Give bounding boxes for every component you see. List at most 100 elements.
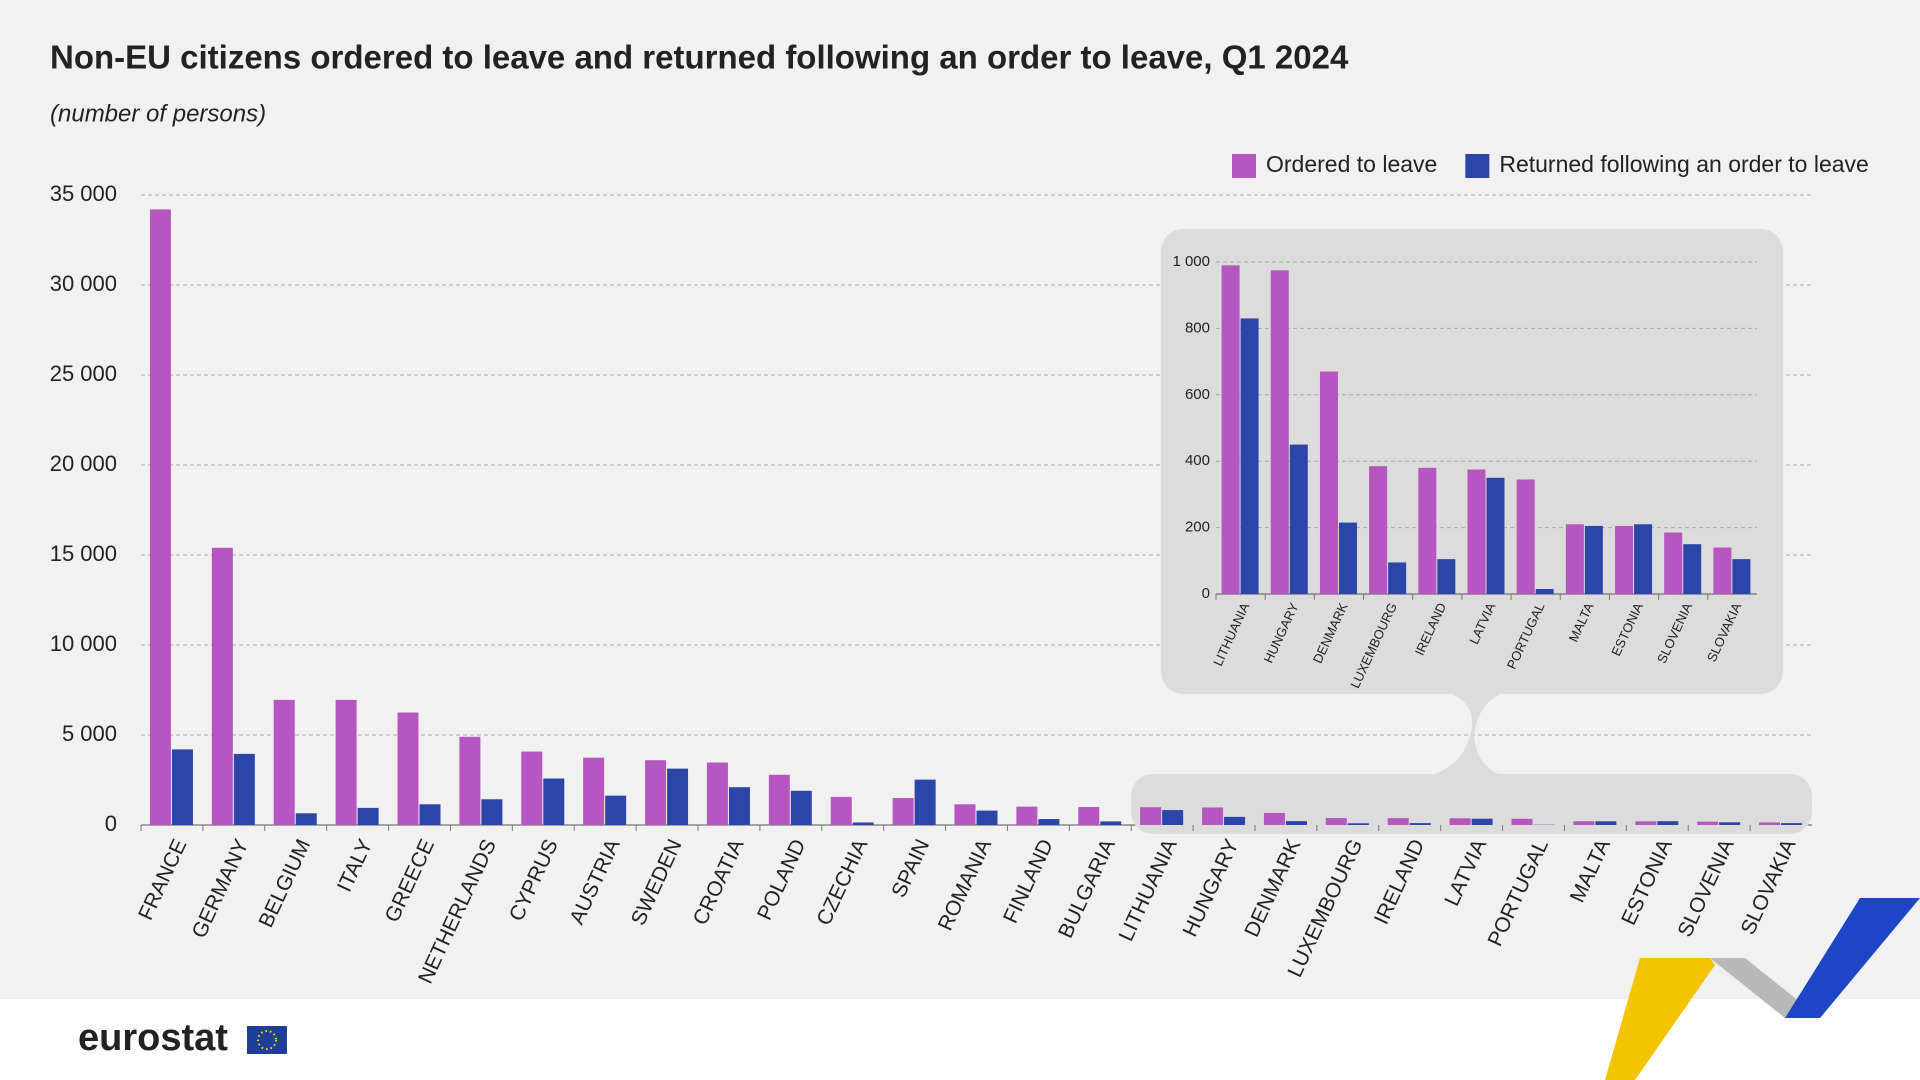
callout-base: [1131, 774, 1812, 834]
chart-title: Non-EU citizens ordered to leave and ret…: [50, 39, 1349, 76]
bar: [1511, 818, 1533, 825]
bar: [1038, 819, 1060, 825]
y-tick-label: 800: [1185, 319, 1210, 336]
bar: [1781, 823, 1803, 825]
y-tick-label: 35 000: [50, 181, 117, 206]
bar: [521, 751, 543, 825]
bar: [1240, 318, 1259, 594]
bar: [976, 810, 998, 825]
y-tick-label: 600: [1185, 386, 1210, 403]
bar: [790, 790, 812, 825]
legend-label: Ordered to leave: [1266, 151, 1437, 177]
eu-flag: [247, 1026, 287, 1054]
bar: [1467, 469, 1486, 594]
ribbon-blue: [1785, 898, 1920, 1018]
decoration: [1605, 898, 1920, 1080]
bar: [1664, 532, 1683, 594]
bar: [1535, 589, 1554, 594]
ribbon-gray: [1710, 958, 1820, 1018]
y-tick-label: 5 000: [62, 721, 117, 746]
bar: [1100, 821, 1122, 825]
bar: [1221, 265, 1240, 594]
bar: [1471, 818, 1493, 825]
bar: [1325, 818, 1347, 825]
ribbon-yellow: [1605, 958, 1715, 1080]
bar: [645, 760, 667, 825]
callout-neck: [1420, 690, 1510, 778]
bar: [1078, 807, 1100, 825]
bar: [149, 209, 171, 825]
y-tick-label: 200: [1185, 519, 1210, 536]
bar: [892, 798, 914, 825]
bar: [768, 774, 790, 825]
bar: [1016, 806, 1038, 825]
y-tick-label: 400: [1185, 452, 1210, 469]
bar: [1573, 821, 1595, 825]
bar: [1759, 822, 1781, 825]
y-tick-label: 20 000: [50, 451, 117, 476]
bar: [397, 712, 419, 825]
bar: [459, 736, 481, 825]
bar: [1369, 466, 1388, 594]
bar: [295, 813, 317, 825]
bar: [273, 699, 295, 825]
bar: [1584, 525, 1603, 594]
bar: [1162, 810, 1184, 825]
bar: [1657, 821, 1679, 825]
bar: [1697, 821, 1719, 825]
bar: [233, 753, 255, 825]
bar: [728, 787, 750, 825]
bar: [1338, 522, 1357, 594]
bar: [1565, 524, 1584, 594]
bar: [1285, 821, 1307, 825]
bar: [954, 804, 976, 825]
bar: [1683, 544, 1702, 594]
bar: [1719, 822, 1741, 825]
bar: [1634, 524, 1653, 594]
bar: [1388, 562, 1407, 594]
bar: [583, 757, 605, 825]
bar: [1732, 559, 1751, 594]
bar: [1595, 821, 1617, 825]
y-tick-label: 0: [105, 811, 117, 836]
chart-subtitle: (number of persons): [50, 100, 266, 127]
bar: [211, 547, 233, 825]
bar: [1449, 818, 1471, 825]
bar: [830, 796, 852, 825]
y-tick-label: 1 000: [1172, 253, 1210, 270]
legend-swatch: [1465, 154, 1490, 178]
flag-stars: [257, 1030, 277, 1050]
bar: [1516, 479, 1535, 594]
bar: [1270, 270, 1289, 594]
legend-swatch: [1232, 154, 1256, 178]
bar: [1224, 816, 1246, 825]
bar: [419, 804, 441, 825]
bar: [1615, 525, 1634, 594]
y-tick-label: 25 000: [50, 361, 117, 386]
bar: [171, 749, 193, 825]
bar: [706, 762, 728, 825]
bar: [1409, 823, 1431, 825]
bar: [852, 822, 874, 825]
y-tick-label: 30 000: [50, 271, 117, 296]
bar: [1635, 821, 1657, 825]
bar: [1437, 559, 1456, 594]
bar: [914, 779, 936, 825]
bar: [1418, 467, 1437, 594]
bar: [1263, 812, 1285, 825]
y-tick-label: 0: [1202, 585, 1210, 602]
bar: [1713, 547, 1732, 594]
bar: [667, 768, 689, 825]
bar: [1140, 807, 1162, 825]
y-tick-label: 10 000: [50, 631, 117, 656]
legend-label: Returned following an order to leave: [1499, 151, 1869, 177]
bar: [481, 799, 503, 825]
bar: [1387, 818, 1409, 825]
bar: [543, 778, 565, 825]
bar: [357, 807, 379, 825]
bar: [1202, 807, 1224, 825]
y-tick-label: 15 000: [50, 541, 117, 566]
logo-text: eurostat: [78, 1017, 228, 1059]
bar: [1347, 823, 1369, 825]
